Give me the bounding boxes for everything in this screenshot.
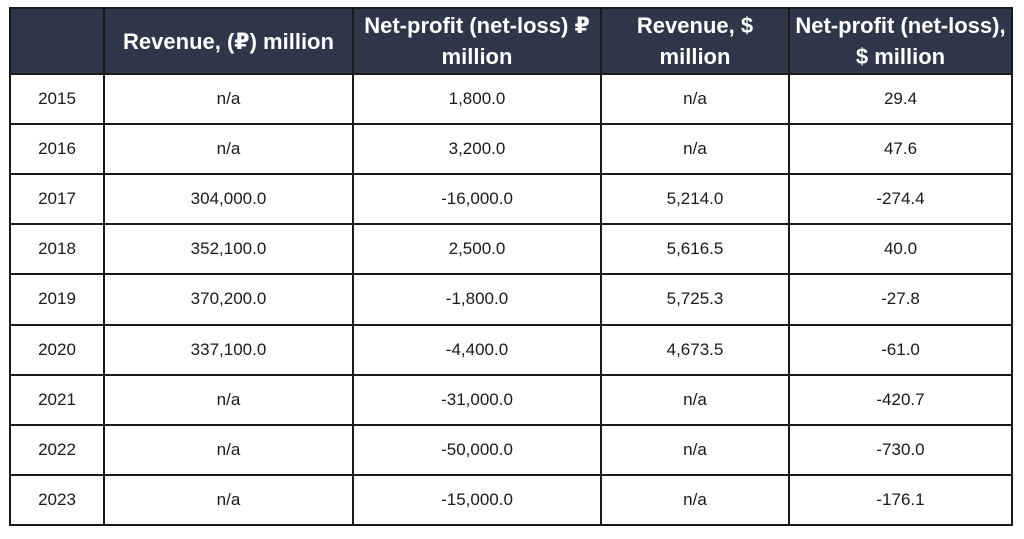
cell-revenue-usd: n/a	[600, 123, 790, 176]
cell-revenue-rub: 370,200.0	[103, 273, 354, 326]
header-net-profit-usd: Net-profit (net-loss), $ million	[788, 7, 1013, 75]
cell-revenue-usd: n/a	[600, 72, 790, 126]
table-row: 2016 n/a 3,200.0 n/a 47.6	[9, 123, 1013, 176]
cell-year: 2023	[9, 473, 105, 527]
cell-year: 2020	[9, 323, 105, 376]
header-net-profit-rub: Net-profit (net-loss) ₽ million	[352, 7, 602, 75]
table-row: 2022 n/a -50,000.0 n/a -730.0	[9, 423, 1013, 476]
cell-net-profit-rub: -50,000.0	[352, 423, 602, 476]
cell-revenue-rub: n/a	[103, 473, 354, 527]
cell-net-profit-usd: -420.7	[788, 373, 1013, 426]
cell-net-profit-rub: -4,400.0	[352, 323, 602, 376]
cell-revenue-rub: n/a	[103, 72, 354, 126]
cell-revenue-usd: 5,616.5	[600, 223, 790, 276]
cell-revenue-rub: 304,000.0	[103, 173, 354, 226]
cell-year: 2016	[9, 123, 105, 176]
cell-net-profit-rub: 2,500.0	[352, 223, 602, 276]
table-row: 2019 370,200.0 -1,800.0 5,725.3 -27.8	[9, 273, 1013, 326]
cell-net-profit-usd: -274.4	[788, 173, 1013, 226]
cell-net-profit-usd: -730.0	[788, 423, 1013, 476]
cell-year: 2015	[9, 72, 105, 126]
cell-net-profit-usd: 47.6	[788, 123, 1013, 176]
cell-revenue-rub: n/a	[103, 123, 354, 176]
cell-net-profit-usd: -27.8	[788, 273, 1013, 326]
table-row: 2015 n/a 1,800.0 n/a 29.4	[9, 72, 1013, 126]
financials-table-container: Revenue, (₽) million Net-profit (net-los…	[9, 7, 1013, 527]
cell-net-profit-usd: -176.1	[788, 473, 1013, 527]
cell-year: 2022	[9, 423, 105, 476]
cell-net-profit-rub: -1,800.0	[352, 273, 602, 326]
cell-revenue-usd: 5,725.3	[600, 273, 790, 326]
cell-year: 2017	[9, 173, 105, 226]
cell-revenue-rub: 337,100.0	[103, 323, 354, 376]
header-year	[9, 7, 105, 75]
cell-net-profit-rub: 1,800.0	[352, 72, 602, 126]
header-revenue-usd: Revenue, $ million	[600, 7, 790, 75]
cell-net-profit-rub: -15,000.0	[352, 473, 602, 527]
cell-net-profit-usd: 40.0	[788, 223, 1013, 276]
header-row: Revenue, (₽) million Net-profit (net-los…	[9, 7, 1013, 75]
table-row: 2018 352,100.0 2,500.0 5,616.5 40.0	[9, 223, 1013, 276]
cell-net-profit-rub: -31,000.0	[352, 373, 602, 426]
financials-table: Revenue, (₽) million Net-profit (net-los…	[9, 7, 1013, 527]
cell-revenue-rub: n/a	[103, 373, 354, 426]
cell-revenue-usd: 5,214.0	[600, 173, 790, 226]
cell-revenue-rub: 352,100.0	[103, 223, 354, 276]
table-body: 2015 n/a 1,800.0 n/a 29.4 2016 n/a 3,200.0 n/a 47…	[9, 72, 1013, 527]
cell-revenue-usd: n/a	[600, 373, 790, 426]
cell-net-profit-usd: 29.4	[788, 72, 1013, 126]
cell-year: 2019	[9, 273, 105, 326]
cell-year: 2021	[9, 373, 105, 426]
cell-net-profit-usd: -61.0	[788, 323, 1013, 376]
table-row: 2021 n/a -31,000.0 n/a -420.7	[9, 373, 1013, 426]
cell-net-profit-rub: -16,000.0	[352, 173, 602, 226]
table-header: Revenue, (₽) million Net-profit (net-los…	[9, 7, 1013, 75]
cell-net-profit-rub: 3,200.0	[352, 123, 602, 176]
header-revenue-rub: Revenue, (₽) million	[103, 7, 354, 75]
cell-revenue-usd: 4,673.5	[600, 323, 790, 376]
cell-revenue-usd: n/a	[600, 423, 790, 476]
cell-revenue-usd: n/a	[600, 473, 790, 527]
cell-year: 2018	[9, 223, 105, 276]
cell-revenue-rub: n/a	[103, 423, 354, 476]
table-row: 2023 n/a -15,000.0 n/a -176.1	[9, 473, 1013, 527]
table-row: 2017 304,000.0 -16,000.0 5,214.0 -274.4	[9, 173, 1013, 226]
table-row: 2020 337,100.0 -4,400.0 4,673.5 -61.0	[9, 323, 1013, 376]
